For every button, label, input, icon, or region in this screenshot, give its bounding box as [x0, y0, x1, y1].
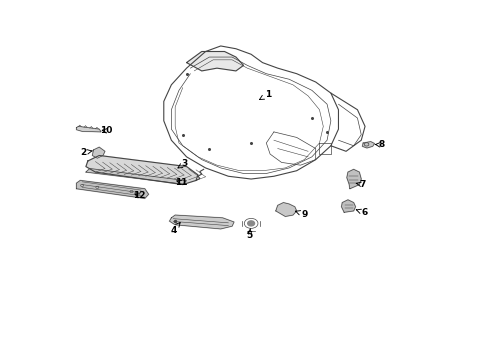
Circle shape [248, 221, 254, 226]
Text: 3: 3 [178, 159, 188, 168]
Polygon shape [187, 51, 244, 71]
Text: 5: 5 [246, 229, 252, 240]
Polygon shape [170, 215, 234, 229]
Polygon shape [76, 180, 148, 198]
Polygon shape [347, 169, 361, 189]
Text: 12: 12 [133, 192, 146, 201]
Text: 4: 4 [170, 222, 180, 235]
Text: 2: 2 [80, 148, 92, 157]
Text: 7: 7 [356, 180, 366, 189]
Text: 1: 1 [260, 90, 271, 100]
Text: 6: 6 [356, 208, 368, 217]
Polygon shape [342, 200, 356, 212]
Text: 9: 9 [295, 210, 308, 219]
Polygon shape [276, 203, 297, 216]
Text: 10: 10 [100, 126, 112, 135]
Text: 11: 11 [174, 178, 187, 187]
Polygon shape [86, 156, 198, 185]
Polygon shape [86, 168, 187, 184]
Polygon shape [363, 141, 374, 148]
Polygon shape [93, 147, 105, 158]
Text: 8: 8 [375, 140, 385, 149]
Polygon shape [76, 126, 101, 132]
